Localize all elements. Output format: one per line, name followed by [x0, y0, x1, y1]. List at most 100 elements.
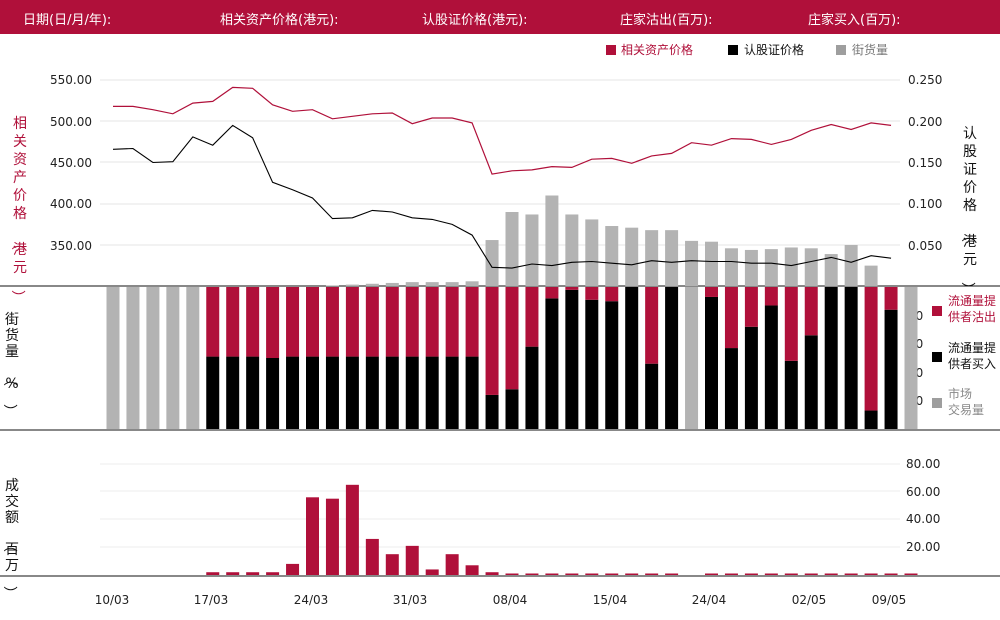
underlying-price-label: 相关资产价格(港元):: [220, 13, 339, 28]
turnover-bar: [365, 538, 379, 575]
mm-buy-bar: [465, 356, 479, 429]
mm-buy-bar: [864, 410, 878, 429]
outstanding-bar: [425, 282, 439, 286]
warrant-price-label: 认股证价格(港元):: [422, 13, 528, 28]
bottom-axis-label: 成交额（百万）: [1, 478, 19, 600]
mm-buy-bar: [784, 360, 798, 429]
mid-legend-sell-2: 供者沽出: [948, 310, 996, 324]
outstanding-bar: [864, 265, 878, 286]
mm-buy-bar: [665, 287, 679, 429]
x-tick-10-03: 10/03: [95, 593, 130, 607]
right-axis-title: 认股证价格（港元）: [959, 126, 977, 296]
turnover-bar: [246, 572, 260, 575]
turnover-bar: [844, 573, 858, 575]
outstanding-bar: [565, 214, 579, 286]
mm-sell-bar: [485, 287, 499, 395]
mm-sell-bar: [744, 287, 758, 327]
right-tick-0200: 0.200: [908, 115, 942, 129]
bottom-tick-20: 20.00: [906, 540, 940, 554]
outstanding-bar: [625, 227, 639, 286]
mm-activity-bars: [106, 287, 918, 429]
mm-buy-bar: [625, 287, 639, 429]
mm-sell-bar: [286, 287, 300, 357]
mm-sell-bar: [266, 287, 280, 358]
left-axis-label: 相关资产价格（港元）: [9, 116, 27, 304]
outstanding-bar: [585, 219, 599, 286]
outstanding-bar: [665, 230, 679, 286]
turnover-bar: [425, 569, 439, 575]
mid-axis-label: 街货量（%）: [1, 312, 19, 418]
mm-buy-bar: [206, 356, 220, 429]
x-tick-15-04: 15/04: [593, 593, 628, 607]
left-tick-500: 500.00: [50, 115, 92, 129]
mm-buy-bar: [485, 394, 499, 429]
mm-buy-bar: [605, 301, 619, 429]
left-axis-title: 相关资产价格（港元）: [9, 116, 27, 304]
turnover-bar: [325, 498, 339, 575]
mm-buy-bar: [405, 356, 419, 429]
turnover-bar: [824, 573, 838, 575]
mm-sell-bar: [405, 287, 419, 357]
mm-sell-bar: [226, 287, 240, 357]
outstanding-bar: [545, 195, 559, 286]
turnover-bar: [625, 573, 639, 575]
outstanding-bar: [744, 249, 758, 286]
market-volume-bar: [106, 287, 120, 429]
mm-buy-bar: [884, 309, 898, 429]
turnover-bar: [485, 572, 499, 575]
mm-buy-bar: [804, 335, 818, 429]
outstanding-bars: [325, 195, 878, 286]
price-lines: [112, 86, 892, 269]
mm-buy-bar: [844, 287, 858, 429]
market-volume-bar: [904, 287, 918, 429]
x-tick-08-04: 08/04: [493, 593, 528, 607]
mm-buy-label: 庄家买入(百万):: [808, 13, 901, 28]
bottom-axis-title: 成交额（百万）: [1, 478, 19, 600]
mm-sell-bar: [864, 287, 878, 411]
outstanding-bar: [405, 282, 419, 286]
outstanding-bar: [365, 283, 379, 286]
turnover-bar: [724, 573, 738, 575]
outstanding-bar: [685, 240, 699, 286]
mm-sell-bar: [306, 287, 319, 357]
x-tick-09-05: 09/05: [872, 593, 907, 607]
bottom-tick-40: 40.00: [906, 512, 940, 526]
turnover-bar: [784, 573, 798, 575]
x-tick-17-03: 17/03: [194, 593, 229, 607]
turnover-bar: [705, 573, 718, 575]
mid-legend-swatch-market: [932, 398, 942, 408]
turnover-bar: [605, 573, 619, 575]
turnover-bar: [645, 573, 659, 575]
turnover-bar: [286, 563, 300, 575]
outstanding-bar: [844, 245, 858, 286]
turnover-bar: [585, 573, 599, 575]
left-tick-350: 350.00: [50, 239, 92, 253]
underlying-price-line: [113, 86, 892, 175]
market-volume-bar: [186, 287, 200, 429]
mm-buy-bar: [286, 356, 300, 429]
mm-buy-bar: [385, 356, 399, 429]
header-bar: 日期(日/月/年): 相关资产价格(港元): 认股证价格(港元): 庄家沽出(百…: [0, 0, 1000, 34]
mm-sell-bar: [325, 287, 339, 357]
mm-buy-bar: [724, 348, 738, 429]
outstanding-bar: [345, 284, 359, 286]
gridlines: [100, 79, 900, 548]
mm-sell-bar: [525, 287, 539, 347]
mm-buy-bar: [705, 296, 718, 429]
mm-sell-bar: [585, 287, 599, 300]
outstanding-bar: [784, 247, 798, 286]
chart-canvas: 相关资产价格 认股证价格 街货量 550.00 500.00 450.00 40…: [0, 42, 1000, 607]
date-label: 日期(日/月/年):: [23, 13, 112, 28]
right-tick-0100: 0.100: [908, 197, 942, 211]
mm-buy-bar: [246, 356, 260, 429]
turnover-bar: [306, 497, 319, 575]
mm-buy-bar: [505, 389, 519, 429]
outstanding-bar: [385, 282, 399, 286]
mm-sell-bar: [645, 287, 659, 364]
mid-legend-sell-1: 流通量提: [948, 293, 996, 308]
left-tick-400: 400.00: [50, 197, 92, 211]
mm-sell-bar: [365, 287, 379, 357]
mm-buy-bar: [425, 356, 439, 429]
outstanding-bar: [445, 282, 459, 286]
outstanding-bar: [724, 248, 738, 286]
